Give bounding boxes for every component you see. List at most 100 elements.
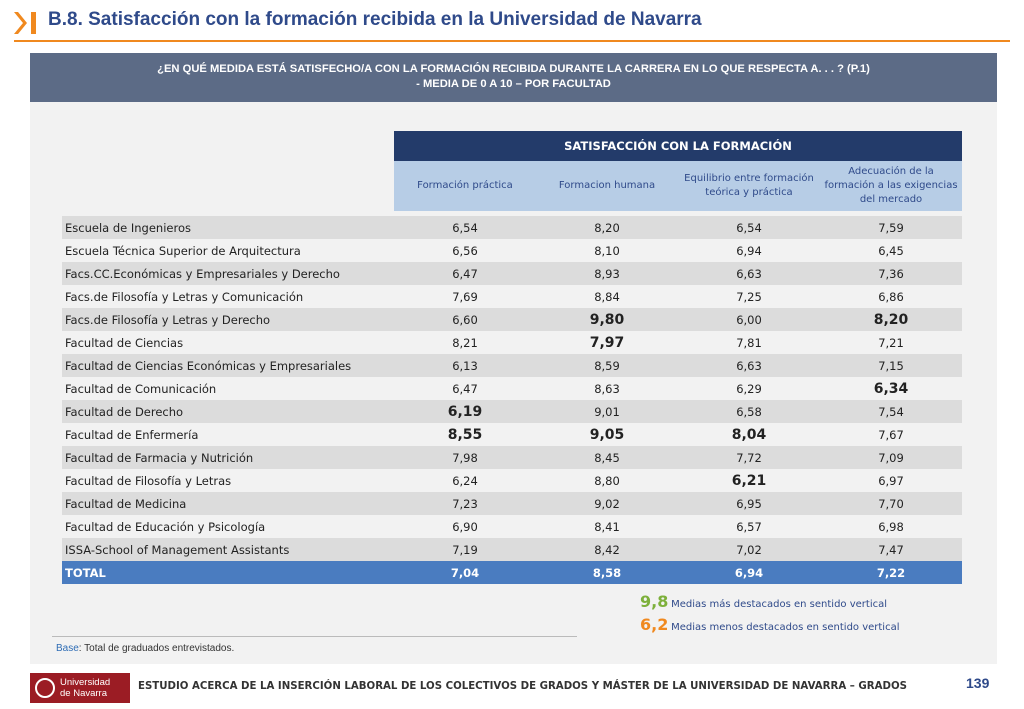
total-row: TOTAL 7,04 8,58 6,94 7,22 bbox=[62, 561, 962, 584]
table-cell: 6,95 bbox=[678, 492, 820, 515]
legend-low-text: Medias menos destacados en sentido verti… bbox=[671, 622, 900, 633]
satisfaction-table: Escuela de Ingenieros 6,54 8,20 6,54 7,59 Esc… bbox=[62, 216, 962, 584]
row-label: Facs.de Filosofía y Letras y Derecho bbox=[62, 308, 394, 331]
table-cell: 7,21 bbox=[820, 331, 962, 354]
table-cell: 6,13 bbox=[394, 354, 536, 377]
seal-icon bbox=[35, 678, 55, 698]
table-row: Facultad de Ciencias Económicas y Empres… bbox=[62, 354, 962, 377]
table-cell: 6,47 bbox=[394, 377, 536, 400]
header-divider bbox=[14, 40, 1010, 42]
table-cell: 7,98 bbox=[394, 446, 536, 469]
table-row: ISSA-School of Management Assistants 7,19… bbox=[62, 538, 962, 561]
column-header-humana: Formacion humana bbox=[558, 180, 656, 191]
table-cell: 6,94 bbox=[678, 239, 820, 262]
table-cell: 8,20 bbox=[820, 308, 962, 331]
table-cell: 8,93 bbox=[536, 262, 678, 285]
table-cell: 6,54 bbox=[394, 216, 536, 239]
table-cell: 7,25 bbox=[678, 285, 820, 308]
table-cell: 7,69 bbox=[394, 285, 536, 308]
table-cell: 7,97 bbox=[536, 331, 678, 354]
chevron-bar-icon bbox=[14, 12, 36, 34]
page-header: B.8. Satisfacción con la formación recib… bbox=[0, 0, 1024, 44]
base-note: Base: Total de graduados entrevistados. bbox=[56, 643, 234, 654]
table-cell: 7,15 bbox=[820, 354, 962, 377]
table-cell: 7,72 bbox=[678, 446, 820, 469]
table-cell: 8,04 bbox=[678, 423, 820, 446]
table-cell: 6,34 bbox=[820, 377, 962, 400]
table-cell: 7,54 bbox=[820, 400, 962, 423]
base-label: Base bbox=[56, 643, 79, 654]
table-cell: 7,09 bbox=[820, 446, 962, 469]
table-row: Escuela de Ingenieros 6,54 8,20 6,54 7,59 bbox=[62, 216, 962, 239]
table-cell: 8,41 bbox=[536, 515, 678, 538]
footer-text: ESTUDIO ACERCA DE LA INSERCIÓN LABORAL D… bbox=[138, 681, 907, 692]
row-label: ISSA-School of Management Assistants bbox=[62, 538, 394, 561]
table-cell: 6,90 bbox=[394, 515, 536, 538]
table-row: Facultad de Derecho 6,19 9,01 6,58 7,54 bbox=[62, 400, 962, 423]
row-label: Facultad de Derecho bbox=[62, 400, 394, 423]
table-row: Facs.de Filosofía y Letras y Comunicació… bbox=[62, 285, 962, 308]
table-row: Facultad de Enfermería 8,55 9,05 8,04 7,67 bbox=[62, 423, 962, 446]
page-number: 139 bbox=[966, 675, 990, 691]
table-cell: 7,47 bbox=[820, 538, 962, 561]
table-cell: 8,63 bbox=[536, 377, 678, 400]
table-row: Facultad de Ciencias 8,21 7,97 7,81 7,21 bbox=[62, 331, 962, 354]
legend-low-sample: 6,2 bbox=[640, 615, 669, 634]
table-cell: 6,45 bbox=[820, 239, 962, 262]
table-cell: 7,67 bbox=[820, 423, 962, 446]
table-cell: 6,86 bbox=[820, 285, 962, 308]
table-cell: 8,20 bbox=[536, 216, 678, 239]
total-cell: 6,94 bbox=[678, 561, 820, 584]
legend-high: 9,8 Medias más destacados en sentido ver… bbox=[640, 592, 887, 611]
legend-high-text: Medias más destacados en sentido vertica… bbox=[671, 599, 888, 610]
total-cell: 7,04 bbox=[394, 561, 536, 584]
table-cell: 6,57 bbox=[678, 515, 820, 538]
table-cell: 7,59 bbox=[820, 216, 962, 239]
table-cell: 8,10 bbox=[536, 239, 678, 262]
table-cell: 8,55 bbox=[394, 423, 536, 446]
column-headers: Formación práctica Formacion humana Equi… bbox=[394, 161, 962, 211]
row-label: Facultad de Medicina bbox=[62, 492, 394, 515]
table-cell: 9,80 bbox=[536, 308, 678, 331]
table-cell: 6,21 bbox=[678, 469, 820, 492]
base-divider bbox=[52, 636, 577, 637]
question-text: ¿EN QUÉ MEDIDA ESTÁ SATISFECHO/A CON LA … bbox=[157, 63, 870, 75]
table-row: Facultad de Comunicación 6,47 8,63 6,29 6,34 bbox=[62, 377, 962, 400]
row-label: Facultad de Educación y Psicología bbox=[62, 515, 394, 538]
table-row: Facs.de Filosofía y Letras y Derecho 6,60… bbox=[62, 308, 962, 331]
table-cell: 6,63 bbox=[678, 354, 820, 377]
table-cell: 8,59 bbox=[536, 354, 678, 377]
total-cell: 7,22 bbox=[820, 561, 962, 584]
table-row: Facs.CC.Económicas y Empresariales y Der… bbox=[62, 262, 962, 285]
table-row: Facultad de Filosofía y Letras 6,24 8,80 6,… bbox=[62, 469, 962, 492]
table-cell: 7,36 bbox=[820, 262, 962, 285]
table-cell: 8,84 bbox=[536, 285, 678, 308]
table-cell: 6,24 bbox=[394, 469, 536, 492]
total-cell: 8,58 bbox=[536, 561, 678, 584]
table-cell: 9,05 bbox=[536, 423, 678, 446]
table-cell: 7,19 bbox=[394, 538, 536, 561]
row-label: Facs.CC.Económicas y Empresariales y Der… bbox=[62, 262, 394, 285]
table-cell: 6,60 bbox=[394, 308, 536, 331]
logo-line2: de Navarra bbox=[60, 688, 107, 699]
row-label: Facultad de Comunicación bbox=[62, 377, 394, 400]
row-label: Escuela Técnica Superior de Arquitectura bbox=[62, 239, 394, 262]
row-label: Escuela de Ingenieros bbox=[62, 216, 394, 239]
base-text: : Total de graduados entrevistados. bbox=[78, 643, 235, 654]
table-cell: 8,45 bbox=[536, 446, 678, 469]
question-subtext: - MEDIA DE 0 A 10 – POR FACULTAD bbox=[416, 78, 611, 90]
table-cell: 6,97 bbox=[820, 469, 962, 492]
total-label: TOTAL bbox=[62, 561, 394, 584]
table-row: Escuela Técnica Superior de Arquitectura… bbox=[62, 239, 962, 262]
table-cell: 6,29 bbox=[678, 377, 820, 400]
row-label: Facultad de Ciencias bbox=[62, 331, 394, 354]
table-cell: 6,00 bbox=[678, 308, 820, 331]
row-label: Facultad de Ciencias Económicas y Empres… bbox=[62, 354, 394, 377]
column-header-equilibrio: Equilibrio entre formación teórica y prá… bbox=[684, 173, 814, 198]
table-cell: 6,98 bbox=[820, 515, 962, 538]
column-header-adecuacion: Adecuación de la formación a las exigenc… bbox=[824, 166, 958, 205]
table-cell: 6,54 bbox=[678, 216, 820, 239]
group-header: SATISFACCIÓN CON LA FORMACIÓN bbox=[394, 131, 962, 161]
row-label: Facultad de Filosofía y Letras bbox=[62, 469, 394, 492]
row-label: Facs.de Filosofía y Letras y Comunicació… bbox=[62, 285, 394, 308]
